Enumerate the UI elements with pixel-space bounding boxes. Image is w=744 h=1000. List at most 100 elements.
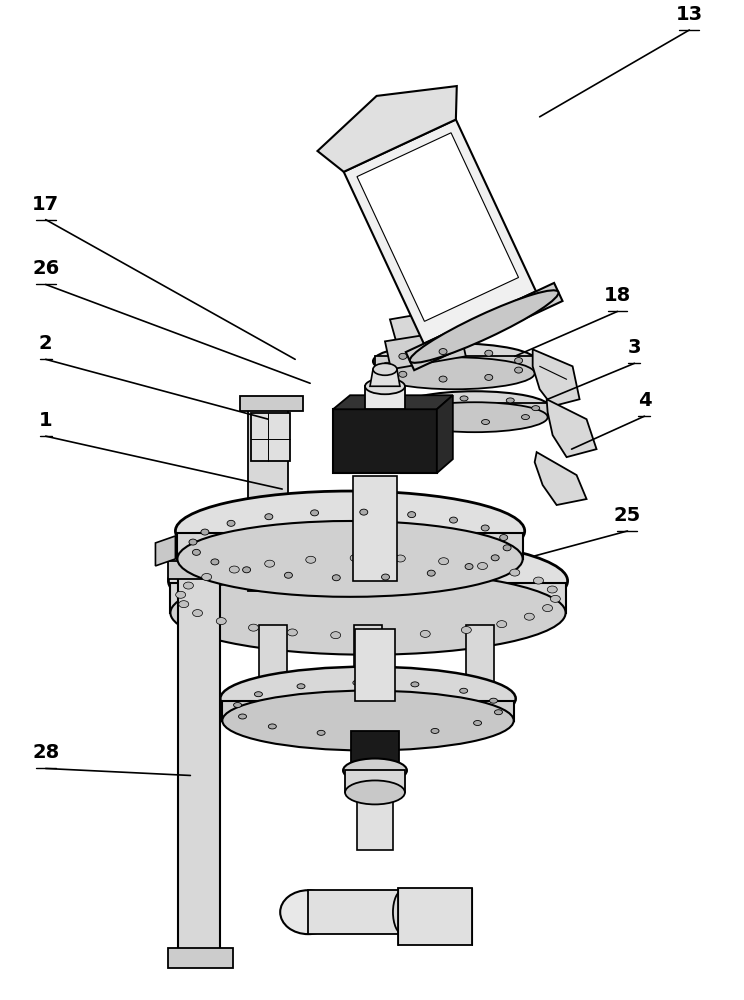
Ellipse shape <box>345 780 405 804</box>
Polygon shape <box>370 369 400 386</box>
Ellipse shape <box>229 566 240 573</box>
Ellipse shape <box>522 415 530 420</box>
Polygon shape <box>155 536 176 566</box>
Polygon shape <box>357 792 393 850</box>
Ellipse shape <box>376 632 386 639</box>
Ellipse shape <box>287 629 298 636</box>
Ellipse shape <box>393 890 413 934</box>
Ellipse shape <box>306 556 315 563</box>
Polygon shape <box>177 533 523 559</box>
Ellipse shape <box>168 537 568 625</box>
Text: 3: 3 <box>628 338 641 357</box>
Ellipse shape <box>373 343 536 379</box>
Ellipse shape <box>189 539 197 545</box>
Ellipse shape <box>542 605 553 612</box>
Ellipse shape <box>269 724 276 729</box>
Ellipse shape <box>222 691 513 751</box>
Polygon shape <box>168 948 234 968</box>
Ellipse shape <box>382 574 390 580</box>
Ellipse shape <box>227 520 235 526</box>
Polygon shape <box>402 403 548 417</box>
Ellipse shape <box>460 396 468 401</box>
Text: 25: 25 <box>614 506 641 525</box>
Ellipse shape <box>395 555 405 562</box>
Ellipse shape <box>353 680 361 685</box>
Polygon shape <box>353 476 397 581</box>
Ellipse shape <box>400 391 550 423</box>
Ellipse shape <box>411 682 419 687</box>
Polygon shape <box>318 86 457 172</box>
Ellipse shape <box>510 569 520 576</box>
Ellipse shape <box>217 618 226 625</box>
Ellipse shape <box>284 572 292 578</box>
Ellipse shape <box>343 758 407 782</box>
Text: 17: 17 <box>32 195 60 214</box>
Polygon shape <box>375 356 535 373</box>
Text: 2: 2 <box>39 334 53 353</box>
Ellipse shape <box>420 401 428 406</box>
Polygon shape <box>222 701 513 721</box>
Ellipse shape <box>481 420 490 425</box>
Ellipse shape <box>179 601 189 608</box>
Polygon shape <box>365 386 405 409</box>
Ellipse shape <box>548 586 557 593</box>
Polygon shape <box>405 283 562 370</box>
Ellipse shape <box>399 371 407 377</box>
Ellipse shape <box>265 560 275 567</box>
Ellipse shape <box>184 582 193 589</box>
Ellipse shape <box>449 517 458 523</box>
Ellipse shape <box>532 406 539 411</box>
Ellipse shape <box>211 559 219 565</box>
Polygon shape <box>344 120 536 344</box>
Polygon shape <box>333 409 437 473</box>
Ellipse shape <box>248 624 258 631</box>
Ellipse shape <box>465 564 473 570</box>
Ellipse shape <box>439 349 447 355</box>
Polygon shape <box>354 625 382 725</box>
Polygon shape <box>385 329 466 369</box>
Polygon shape <box>259 625 287 725</box>
Polygon shape <box>179 576 220 952</box>
Ellipse shape <box>310 510 318 516</box>
Ellipse shape <box>297 684 305 689</box>
Ellipse shape <box>525 613 534 620</box>
Ellipse shape <box>254 692 263 697</box>
Ellipse shape <box>375 357 535 389</box>
Text: 18: 18 <box>604 286 631 305</box>
Ellipse shape <box>439 558 449 565</box>
Ellipse shape <box>265 514 273 520</box>
Ellipse shape <box>478 563 487 569</box>
Polygon shape <box>345 770 405 792</box>
Ellipse shape <box>402 402 548 432</box>
Ellipse shape <box>234 702 242 707</box>
Ellipse shape <box>280 890 336 934</box>
Polygon shape <box>308 890 403 934</box>
Ellipse shape <box>515 358 522 364</box>
Polygon shape <box>535 452 586 505</box>
Polygon shape <box>333 395 453 409</box>
Ellipse shape <box>481 525 490 531</box>
Ellipse shape <box>491 555 499 561</box>
Polygon shape <box>357 133 519 321</box>
Polygon shape <box>240 396 303 411</box>
Text: 13: 13 <box>676 5 703 24</box>
Ellipse shape <box>461 626 472 633</box>
Ellipse shape <box>506 398 514 403</box>
Ellipse shape <box>202 573 211 580</box>
Ellipse shape <box>243 567 251 573</box>
Ellipse shape <box>435 418 443 423</box>
Ellipse shape <box>193 549 200 555</box>
Ellipse shape <box>375 732 383 737</box>
Polygon shape <box>170 583 565 613</box>
Ellipse shape <box>515 367 522 373</box>
Ellipse shape <box>333 575 340 581</box>
Ellipse shape <box>503 545 511 551</box>
Text: 4: 4 <box>638 391 651 410</box>
Ellipse shape <box>485 350 493 356</box>
Ellipse shape <box>383 362 391 368</box>
Ellipse shape <box>365 378 405 394</box>
Ellipse shape <box>420 630 430 637</box>
Ellipse shape <box>410 410 418 415</box>
Ellipse shape <box>176 591 186 598</box>
Ellipse shape <box>474 721 481 725</box>
